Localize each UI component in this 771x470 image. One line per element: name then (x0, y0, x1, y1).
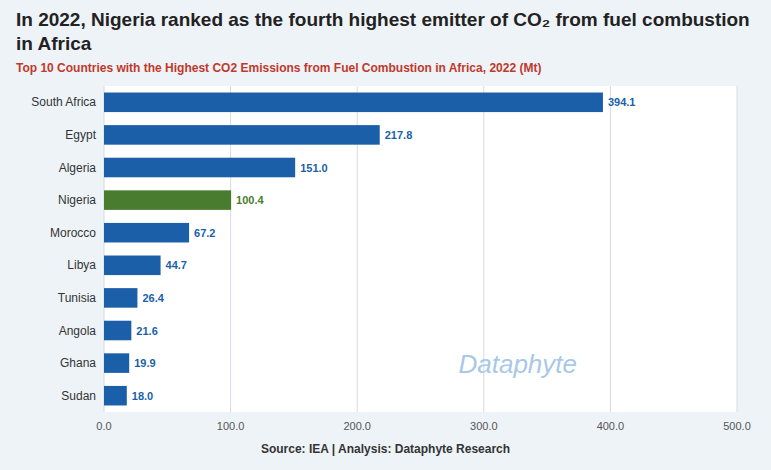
x-axis: 0.0 100.0 200.0 300.0 400.0 500.0 (96, 420, 750, 432)
bar (104, 288, 137, 308)
bar (104, 190, 231, 210)
y-tick-label: Angola (59, 324, 97, 338)
chart: 0.0 100.0 200.0 300.0 400.0 500.0 Dataphyte Sou… (0, 78, 771, 440)
y-axis: South Africa Egypt Algeria Nigeria Morocco Li… (31, 95, 96, 402)
y-tick-label: Libya (67, 258, 96, 272)
data-label: 26.4 (142, 292, 164, 304)
y-tick-label: Sudan (61, 389, 96, 403)
bar (104, 158, 295, 178)
bar (104, 386, 127, 406)
subtitle: Top 10 Countries with the Highest CO2 Em… (0, 58, 771, 78)
bar (104, 223, 189, 243)
x-tick-label: 100.0 (217, 420, 245, 432)
data-label: 67.2 (194, 227, 215, 239)
bar (104, 321, 131, 341)
y-tick-label: Egypt (65, 128, 96, 142)
x-tick-label: 300.0 (470, 420, 498, 432)
watermark: Dataphyte (458, 349, 577, 379)
data-label: 217.8 (385, 129, 413, 141)
x-tick-label: 0.0 (96, 420, 111, 432)
source: Source: IEA | Analysis: Dataphyte Resear… (0, 440, 771, 462)
data-labels: 394.1 217.8 151.0 100.4 67.2 44.7 26.4 21.6 19.9… (132, 96, 636, 401)
bar (104, 353, 129, 373)
y-tick-label: Tunisia (58, 291, 97, 305)
data-label: 21.6 (136, 325, 157, 337)
y-tick-label: Ghana (60, 356, 96, 370)
y-tick-label: Nigeria (58, 193, 96, 207)
data-label: 19.9 (134, 357, 155, 369)
plot-area (104, 86, 737, 412)
title: In 2022, Nigeria ranked as the fourth hi… (0, 0, 771, 58)
grid-line (610, 86, 611, 412)
bar (104, 256, 161, 276)
bar (104, 125, 380, 145)
grid (104, 86, 737, 412)
data-label: 151.0 (300, 162, 328, 174)
x-tick-label: 200.0 (343, 420, 371, 432)
data-label: 18.0 (132, 390, 153, 402)
data-label: 100.4 (236, 194, 264, 206)
x-tick-label: 400.0 (597, 420, 625, 432)
y-tick-label: Morocco (50, 226, 96, 240)
grid-line (737, 86, 738, 412)
bar (104, 93, 603, 113)
x-tick-label: 500.0 (723, 420, 751, 432)
data-label: 44.7 (166, 259, 187, 271)
y-tick-label: South Africa (31, 95, 96, 109)
data-label: 394.1 (608, 96, 636, 108)
y-tick-label: Algeria (59, 161, 97, 175)
bars (104, 93, 603, 406)
